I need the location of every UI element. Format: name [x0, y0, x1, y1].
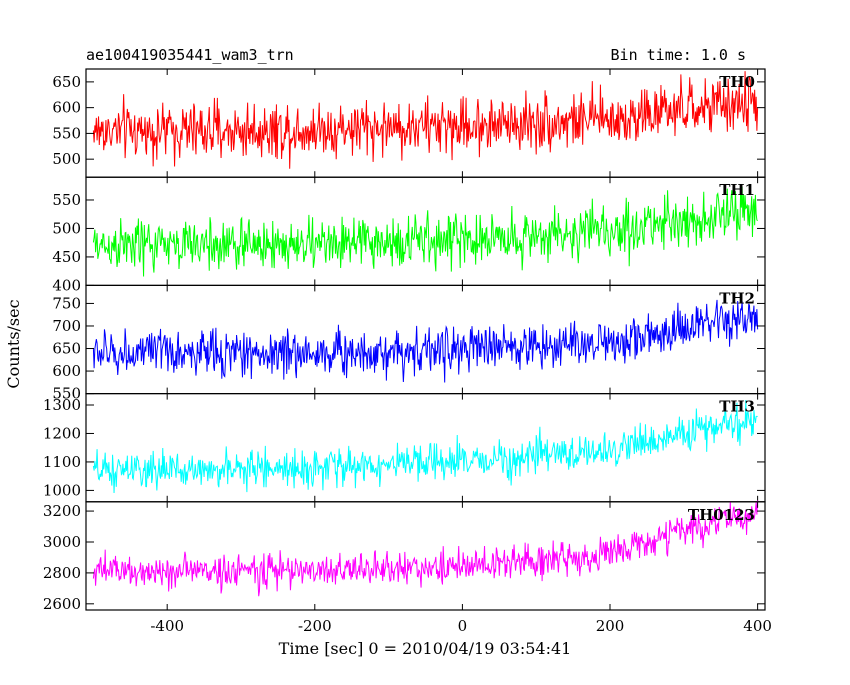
- y-tick-label: 3200: [43, 502, 81, 520]
- x-tick-label: 400: [743, 617, 772, 635]
- y-axis-title: Counts/sec: [4, 299, 23, 388]
- panel-label-th1: TH1: [719, 181, 755, 199]
- bin-time-label: Bin time: 1.0 s: [611, 46, 746, 64]
- y-tick-label: 550: [52, 385, 81, 403]
- y-tick-label: 500: [52, 219, 81, 237]
- y-tick-label: 450: [52, 248, 81, 266]
- y-tick-label: 1300: [43, 396, 81, 414]
- y-tick-label: 600: [52, 99, 81, 117]
- y-tick-label: 750: [52, 294, 81, 312]
- panel-th1: 400 450 500 550 TH1: [52, 176, 766, 294]
- panel-th0: 500 550 600 650 TH0: [52, 68, 766, 178]
- panel-label-th0: TH0: [719, 73, 755, 91]
- panels-group: 500 550 600 650 TH0 400 450 500 550 TH1 550 600 650 7…: [43, 68, 766, 613]
- y-tick-label: 500: [52, 150, 81, 168]
- y-tick-label: 550: [52, 191, 81, 209]
- panel-label-th3: TH3: [719, 398, 755, 416]
- y-tick-label: 1100: [43, 453, 81, 471]
- x-tick-label: -400: [150, 617, 184, 635]
- series-line-th0: [92, 71, 759, 169]
- y-tick-label: 400: [52, 276, 81, 294]
- y-tick-label: 650: [52, 340, 81, 358]
- y-tick-label: 1200: [43, 424, 81, 442]
- y-tick-label: 650: [52, 73, 81, 91]
- x-axis-title: Time [sec] 0 = 2010/04/19 03:54:41: [279, 639, 572, 658]
- series-line-th2: [92, 299, 759, 383]
- panel-label-th0123: TH0123: [688, 506, 755, 524]
- panel-th0123: 2600 2800 3000 3200 TH0123: [43, 500, 766, 613]
- x-tick-label: 200: [596, 617, 625, 635]
- series-line-th0123: [92, 500, 759, 597]
- sequence-name: ae100419035441_wam3_trn: [86, 46, 294, 64]
- y-tick-label: 600: [52, 362, 81, 380]
- series-line-th3: [92, 399, 758, 494]
- y-tick-label: 700: [52, 317, 81, 335]
- series-line-th1: [92, 186, 758, 277]
- x-tick-label: -200: [298, 617, 332, 635]
- panel-th3: 1000 1100 1200 1300 TH3: [43, 393, 766, 503]
- y-tick-label: 2800: [43, 564, 81, 582]
- panel-label-th2: TH2: [719, 289, 755, 307]
- panel-th2: 550 600 650 700 750 TH2: [52, 284, 766, 403]
- y-tick-label: 3000: [43, 533, 81, 551]
- y-tick-label: 550: [52, 124, 81, 142]
- panel-frame: [85, 501, 766, 611]
- x-tick-label: 0: [458, 617, 468, 635]
- y-tick-label: 1000: [43, 481, 81, 499]
- x-axis-ticks: -400 -200 0 200 400: [150, 617, 772, 635]
- y-tick-label: 2600: [43, 595, 81, 613]
